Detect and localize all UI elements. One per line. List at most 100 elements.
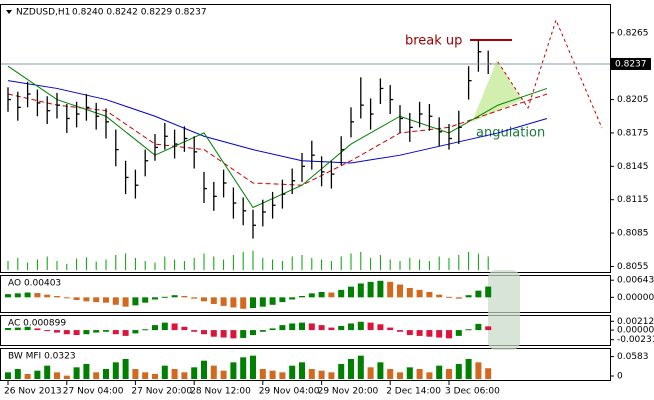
indicator-bar: [63, 375, 70, 379]
moving-average: [7, 65, 548, 209]
x-tick-label: 3 Dec 06:00: [445, 387, 500, 397]
highlight-zone: [488, 270, 520, 350]
indicator-bar: [367, 281, 374, 298]
y-tick-label: 0.0583: [617, 352, 649, 362]
indicator-bar: [328, 327, 335, 331]
indicator-bar: [475, 290, 482, 298]
indicator-bar: [201, 297, 207, 302]
indicator-bar: [132, 369, 139, 379]
indicator-title: BW MFI 0.0323: [8, 352, 76, 362]
mfi-panel: [0, 348, 611, 381]
indicator-bar: [5, 294, 11, 298]
indicator-bar: [357, 355, 364, 379]
indicator-bar: [132, 297, 139, 306]
indicator-bar: [259, 297, 266, 307]
indicator-bar: [357, 283, 364, 298]
moving-average: [7, 80, 548, 164]
indicator-bar: [299, 296, 305, 298]
y-tick-label: 0.8115: [617, 195, 649, 205]
indicator-bar: [250, 355, 256, 379]
x-tick-label: 27 Nov 04:00: [63, 387, 124, 397]
indicator-bar: [63, 330, 70, 335]
moving-average: [7, 93, 548, 186]
indicator-bar: [289, 323, 296, 331]
indicator-bar: [73, 367, 80, 379]
indicator-bar: [348, 286, 354, 298]
annotation: angulation: [476, 126, 545, 141]
indicator-bar: [210, 297, 217, 304]
indicator-bar: [44, 365, 51, 379]
indicator-bar: [112, 330, 119, 335]
indicator-bar: [14, 369, 21, 379]
indicator-bar: [259, 369, 266, 379]
indicator-bar: [152, 297, 158, 300]
indicator-bar: [171, 369, 178, 379]
indicator-bar: [279, 325, 286, 331]
indicator-bar: [220, 370, 227, 379]
indicator-bar: [259, 330, 266, 332]
x-tick-label: 27 Nov 20:00: [131, 387, 192, 397]
indicator-bar: [377, 280, 384, 298]
indicator-bar: [367, 367, 374, 379]
y-tick-label: 0.8085: [617, 229, 649, 239]
indicator-bar: [181, 372, 188, 379]
y-tick-label: 0.00212: [617, 317, 654, 327]
indicator-bar: [318, 325, 325, 331]
indicator-bar: [161, 296, 168, 298]
indicator-bar: [269, 297, 276, 305]
indicator-bar: [181, 326, 188, 331]
indicator-bar: [289, 365, 296, 379]
y-tick-label: 0.00000: [617, 293, 654, 303]
y-tick-label: 0.8175: [617, 128, 649, 138]
indicator-bar: [122, 330, 129, 336]
indicator-bar: [328, 372, 335, 379]
indicator-bar: [93, 372, 100, 379]
indicator-bar: [122, 359, 129, 379]
indicator-bar: [485, 286, 492, 298]
indicator-bar: [201, 360, 207, 379]
indicator-bar: [181, 296, 188, 298]
indicator-bar: [142, 329, 149, 331]
x-tick-label: 2 Dec 14:00: [386, 387, 441, 397]
indicator-bar: [93, 330, 100, 333]
indicator-bar: [397, 330, 403, 332]
indicator-bar: [475, 323, 482, 331]
y-tick-label: 0.8265: [617, 28, 649, 38]
indicator-bar: [24, 326, 31, 331]
indicator-bar: [191, 367, 198, 379]
indicator-bar: [171, 323, 178, 331]
indicator-bar: [318, 292, 325, 298]
indicator-bar: [406, 367, 413, 379]
indicator-bar: [426, 372, 433, 379]
indicator-bar: [446, 330, 452, 339]
y-tick-label: 0.8055: [617, 262, 649, 272]
indicator-bar: [279, 297, 286, 303]
indicator-bar: [34, 370, 41, 379]
indicator-bar: [103, 330, 109, 332]
price-box: [611, 57, 651, 70]
y-tick-label: 0.00000: [617, 326, 654, 336]
annotation: break up: [405, 34, 462, 49]
indicator-bar: [397, 372, 403, 379]
indicator-bar: [240, 330, 247, 338]
indicator-bar: [191, 330, 198, 332]
indicator-bar: [191, 297, 198, 299]
x-tick-label: 29 Nov 20:00: [318, 387, 379, 397]
indicator-bar: [465, 295, 472, 298]
indicator-bar: [377, 324, 384, 331]
indicator-bar: [446, 369, 452, 379]
y-tick-label: -0.00231: [617, 335, 654, 345]
indicator-bar: [63, 297, 70, 299]
indicator-bar: [455, 330, 462, 336]
x-tick-label: 29 Nov 04:00: [259, 387, 320, 397]
indicator-bar: [201, 330, 207, 335]
menu-icon: [6, 10, 12, 14]
indicator-bar: [416, 369, 423, 379]
indicator-bar: [436, 365, 443, 379]
indicator-bar: [416, 289, 423, 298]
indicator-bar: [240, 297, 247, 309]
indicator-bar: [387, 281, 394, 298]
indicator-bar: [5, 328, 11, 331]
indicator-bar: [103, 297, 109, 303]
